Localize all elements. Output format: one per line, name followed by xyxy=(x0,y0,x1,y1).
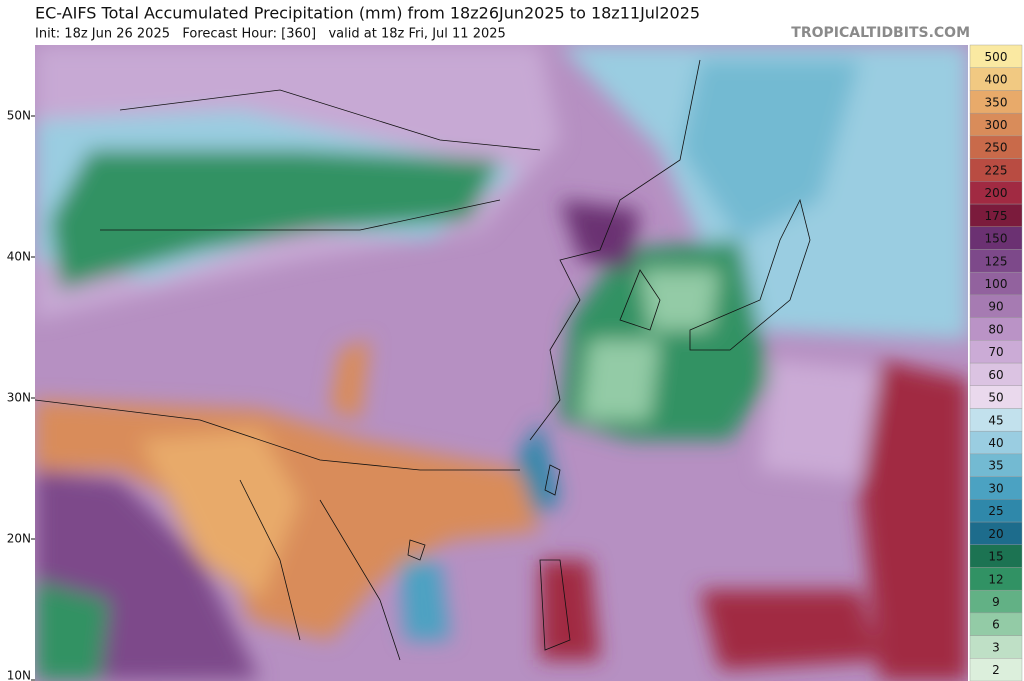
colorbar-label: 300 xyxy=(985,118,1008,132)
colorbar-label: 60 xyxy=(988,368,1003,382)
colorbar-label: 20 xyxy=(988,527,1003,541)
map xyxy=(35,45,968,681)
colorbar-label: 35 xyxy=(988,459,1003,473)
colorbar-label: 80 xyxy=(988,322,1003,336)
colorbar-label: 250 xyxy=(985,141,1008,155)
colorbar-label: 12 xyxy=(988,572,1003,586)
source: TROPICALTIDBITS.COM xyxy=(791,25,970,41)
lat-label: 40N xyxy=(7,250,31,264)
colorbar-label: 3 xyxy=(992,640,1000,654)
colorbar-label: 15 xyxy=(988,550,1003,564)
colorbar-label: 6 xyxy=(992,618,1000,632)
colorbar-swatch xyxy=(969,44,1023,68)
colorbar-label: 400 xyxy=(985,73,1008,87)
lat-label: 10N xyxy=(7,669,31,681)
colorbar: 2 3 6 9 12 15 20 25 30 35 40 45 50 60 70 80 90 100 125 150 1… xyxy=(969,44,1023,681)
colorbar-label: 2 xyxy=(992,663,1000,677)
colorbar-label: 100 xyxy=(985,277,1008,291)
colorbar-label: 30 xyxy=(988,481,1003,495)
colorbar-label: 9 xyxy=(992,595,1000,609)
lat-label: 20N xyxy=(7,532,31,546)
colorbar-label: 45 xyxy=(988,413,1003,427)
colorbar-label: 225 xyxy=(985,163,1008,177)
colorbar-label: 175 xyxy=(985,209,1008,223)
lat-label: 30N xyxy=(7,391,31,405)
subtitle: Init: 18z Jun 26 2025 Forecast Hour: [36… xyxy=(35,27,506,42)
title: EC-AIFS Total Accumulated Precipitation … xyxy=(35,4,700,23)
colorbar-label: 40 xyxy=(988,436,1003,450)
colorbar-label: 50 xyxy=(988,391,1003,405)
colorbar-label: 150 xyxy=(985,232,1008,246)
colorbar-label: 90 xyxy=(988,300,1003,314)
colorbar-label: 125 xyxy=(985,254,1008,268)
latitude-labels: 50N 40N 30N 20N 10N xyxy=(7,109,35,681)
lat-label: 50N xyxy=(7,109,31,123)
colorbar-label: 25 xyxy=(988,504,1003,518)
colorbar-label: 70 xyxy=(988,345,1003,359)
colorbar-label: 500 xyxy=(985,50,1008,64)
colorbar-label: 200 xyxy=(985,186,1008,200)
colorbar-label: 350 xyxy=(985,95,1008,109)
